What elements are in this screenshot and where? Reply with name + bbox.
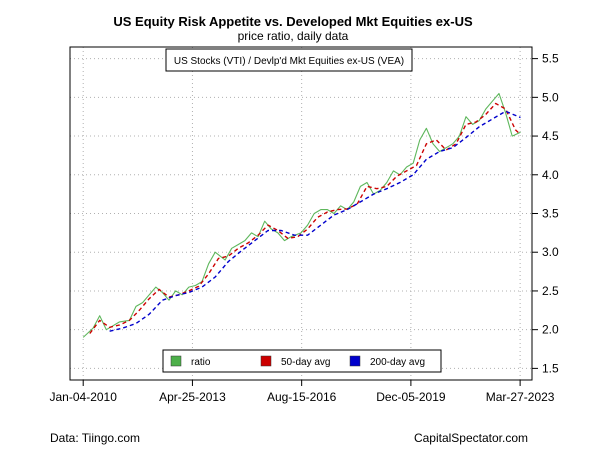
y-tick-label-0: 1.5	[542, 361, 559, 375]
x-tick-label-0: Jan-04-2010	[50, 390, 118, 404]
annotation-label: US Stocks (VTI) / Devlp'd Mkt Equities e…	[174, 56, 404, 67]
legend-label-ratio: ratio	[191, 357, 211, 368]
axes: 1.5 2.0 2.5 3.0 3.5 4.0 4.5 5.0 5.5 Jan-04-2010 Ap…	[50, 52, 560, 404]
y-tick-label-5: 4.0	[542, 168, 559, 182]
series-layer	[82, 92, 521, 338]
x-tick-label-3: Dec-05-2019	[376, 390, 446, 404]
y-tick-label-2: 2.5	[542, 284, 559, 298]
grid	[70, 47, 532, 380]
legend-swatch-50day	[260, 355, 272, 367]
y-tick-label-3: 3.0	[542, 245, 559, 259]
line-50-day-avg	[89, 102, 521, 334]
y-tick-label-8: 5.5	[542, 52, 559, 66]
y-tick-label-7: 5.0	[542, 90, 559, 104]
line-200-day-avg	[109, 110, 521, 332]
x-tick-label-1: Apr-25-2013	[159, 390, 226, 404]
y-tick-label-6: 4.5	[542, 129, 559, 143]
legend-swatch-ratio	[170, 355, 182, 367]
credit-caption: CapitalSpectator.com	[413, 431, 528, 445]
y-tick-label-1: 2.0	[542, 323, 559, 337]
legend-label-200day: 200-day avg	[370, 357, 425, 368]
y-tick-label-4: 3.5	[542, 207, 559, 221]
legend-swatch-200day	[349, 355, 361, 367]
chart-title: US Equity Risk Appetite vs. Developed Mk…	[113, 14, 473, 29]
x-tick-label-4: Mar-27-2023	[486, 390, 555, 404]
x-tick-label-2: Aug-15-2016	[267, 390, 337, 404]
chart-subtitle: price ratio, daily data	[238, 29, 349, 43]
legend: ratio 50-day avg 200-day avg	[162, 349, 442, 373]
data-source-caption: Data: Tiingo.com	[50, 431, 141, 445]
legend-label-50day: 50-day avg	[281, 357, 330, 368]
annotation-box: US Stocks (VTI) / Devlp'd Mkt Equities e…	[165, 48, 413, 72]
